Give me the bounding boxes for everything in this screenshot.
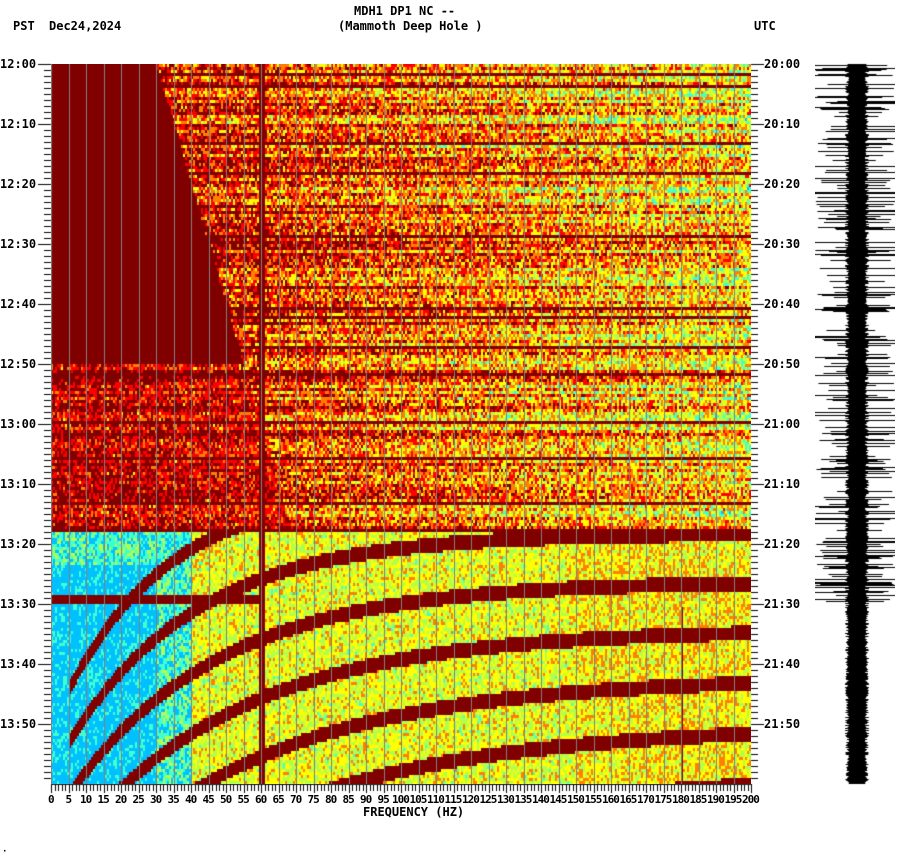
y-tick-label-pst: 12:20 xyxy=(0,177,37,191)
x-tick-label: 100 xyxy=(392,793,410,806)
x-tick-label: 55 xyxy=(237,793,250,806)
x-tick-label: 5 xyxy=(65,793,73,806)
spectrogram-heatmap xyxy=(51,64,751,784)
y-tick-label-utc: 20:40 xyxy=(764,297,801,311)
x-tick-label: 85 xyxy=(342,793,355,806)
y-tick-label-pst: 13:30 xyxy=(0,597,37,611)
x-tick-label: 60 xyxy=(255,793,267,806)
x-tick-label: 160 xyxy=(602,793,620,806)
y-tick-label-utc: 21:10 xyxy=(764,477,801,491)
x-tick-label: 130 xyxy=(497,793,515,806)
y-tick-label-utc: 21:00 xyxy=(764,417,801,431)
x-tick-label: 165 xyxy=(619,793,638,806)
y-tick-label-pst: 12:40 xyxy=(0,297,37,311)
x-tick-label: 175 xyxy=(654,793,673,806)
x-tick-label: 80 xyxy=(325,793,337,806)
x-axis-title: FREQUENCY (HZ) xyxy=(363,805,465,819)
x-tick-label: 120 xyxy=(462,793,480,806)
x-tick-label: 195 xyxy=(724,793,743,806)
x-tick-label: 70 xyxy=(290,793,302,806)
x-tick-label: 90 xyxy=(360,793,372,806)
x-tick-label: 190 xyxy=(707,793,725,806)
x-tick-label: 150 xyxy=(567,793,585,806)
x-tick-label: 40 xyxy=(185,793,197,806)
x-tick-label: 25 xyxy=(132,793,145,806)
y-tick-label-pst: 13:50 xyxy=(0,717,37,731)
y-tick-label-pst: 13:00 xyxy=(0,417,37,431)
y-tick-label-utc: 20:30 xyxy=(764,237,801,251)
seismogram-trace xyxy=(815,60,895,785)
y-tick-label-pst: 13:20 xyxy=(0,537,37,551)
x-tick-label: 95 xyxy=(377,793,390,806)
y-tick-label-utc: 20:50 xyxy=(764,357,801,371)
x-tick-label: 170 xyxy=(637,793,655,806)
x-tick-label: 135 xyxy=(514,793,533,806)
y-tick-label-pst: 13:40 xyxy=(0,657,37,671)
y-tick-label-utc: 21:30 xyxy=(764,597,801,611)
x-tick-label: 105 xyxy=(409,793,428,806)
x-tick-label: 50 xyxy=(220,793,232,806)
y-tick-label-pst: 12:50 xyxy=(0,357,37,371)
x-tick-label: 0 xyxy=(48,793,55,806)
x-tick-label: 20 xyxy=(115,793,127,806)
x-tick-label: 185 xyxy=(689,793,708,806)
x-tick-label: 180 xyxy=(672,793,690,806)
y-tick-label-utc: 20:00 xyxy=(764,57,801,71)
x-tick-label: 15 xyxy=(97,793,110,806)
y-tick-label-utc: 21:50 xyxy=(764,717,801,731)
x-tick-label: 65 xyxy=(272,793,285,806)
x-tick-label: 110 xyxy=(427,793,445,806)
y-tick-label-utc: 20:20 xyxy=(764,177,801,191)
x-tick-label: 45 xyxy=(202,793,215,806)
x-tick-label: 140 xyxy=(532,793,550,806)
x-tick-label: 30 xyxy=(150,793,162,806)
x-tick-label: 155 xyxy=(584,793,603,806)
x-tick-label: 35 xyxy=(167,793,180,806)
footer-mark: · xyxy=(2,847,8,857)
y-tick-label-pst: 12:30 xyxy=(0,237,37,251)
x-tick-label: 10 xyxy=(80,793,92,806)
y-tick-label-pst: 12:00 xyxy=(0,57,37,71)
y-tick-label-pst: 13:10 xyxy=(0,477,37,491)
y-tick-label-utc: 20:10 xyxy=(764,117,801,131)
x-tick-label: 200 xyxy=(742,793,760,806)
x-tick-label: 145 xyxy=(549,793,568,806)
x-tick-label: 75 xyxy=(307,793,320,806)
y-tick-label-pst: 12:10 xyxy=(0,117,37,131)
x-tick-label: 115 xyxy=(444,793,463,806)
y-tick-label-utc: 21:20 xyxy=(764,537,801,551)
x-tick-label: 125 xyxy=(479,793,498,806)
y-tick-label-utc: 21:40 xyxy=(764,657,801,671)
